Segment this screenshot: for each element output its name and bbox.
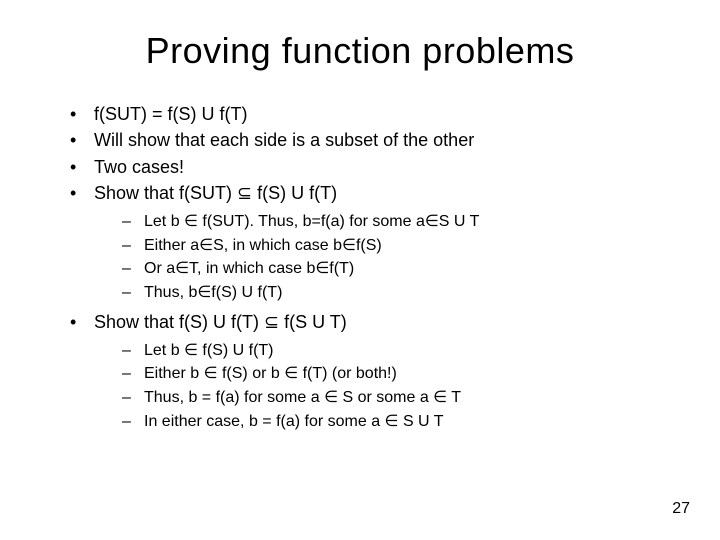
list-item-text: Will show that each side is a subset of …: [94, 130, 474, 150]
list-item: Either b ∈ f(S) or b ∈ f(T) (or both!): [122, 363, 660, 385]
slide: Proving function problems f(SUT) = f(S) …: [0, 0, 720, 540]
list-item-text: Either a∈S, in which case b∈f(S): [144, 237, 382, 254]
slide-title: Proving function problems: [60, 30, 660, 72]
list-item: Let b ∈ f(S) U f(T): [122, 340, 660, 362]
list-item: f(SUT) = f(S) U f(T): [70, 102, 660, 126]
list-item: Thus, b∈f(S) U f(T): [122, 282, 660, 304]
list-item: Or a∈T, in which case b∈f(T): [122, 258, 660, 280]
list-item: Thus, b = f(a) for some a ∈ S or some a …: [122, 387, 660, 409]
list-item-text: Let b ∈ f(SUT). Thus, b=f(a) for some a∈…: [144, 213, 479, 230]
list-item: Show that f(SUT) ⊆ f(S) U f(T) Let b ∈ f…: [70, 181, 660, 304]
list-item-text: Two cases!: [94, 157, 184, 177]
sub-list: Let b ∈ f(S) U f(T) Either b ∈ f(S) or b…: [122, 340, 660, 432]
list-item: Either a∈S, in which case b∈f(S): [122, 235, 660, 257]
page-number: 27: [672, 500, 690, 518]
list-item: Will show that each side is a subset of …: [70, 128, 660, 152]
list-item: Let b ∈ f(SUT). Thus, b=f(a) for some a∈…: [122, 211, 660, 233]
list-item: In either case, b = f(a) for some a ∈ S …: [122, 411, 660, 433]
list-item-text: Thus, b = f(a) for some a ∈ S or some a …: [144, 389, 461, 406]
list-item-text: In either case, b = f(a) for some a ∈ S …: [144, 413, 444, 430]
list-item-text: f(SUT) = f(S) U f(T): [94, 104, 247, 124]
sub-list: Let b ∈ f(SUT). Thus, b=f(a) for some a∈…: [122, 211, 660, 303]
bullet-list: f(SUT) = f(S) U f(T) Will show that each…: [70, 102, 660, 432]
list-item-text: Show that f(SUT) ⊆ f(S) U f(T): [94, 183, 337, 203]
list-item-text: Or a∈T, in which case b∈f(T): [144, 260, 354, 277]
list-item-text: Either b ∈ f(S) or b ∈ f(T) (or both!): [144, 365, 397, 382]
list-item-text: Show that f(S) U f(T) ⊆ f(S U T): [94, 312, 347, 332]
list-item-text: Let b ∈ f(S) U f(T): [144, 342, 274, 359]
list-item-text: Thus, b∈f(S) U f(T): [144, 284, 282, 301]
list-item: Two cases!: [70, 155, 660, 179]
list-item: Show that f(S) U f(T) ⊆ f(S U T) Let b ∈…: [70, 310, 660, 433]
